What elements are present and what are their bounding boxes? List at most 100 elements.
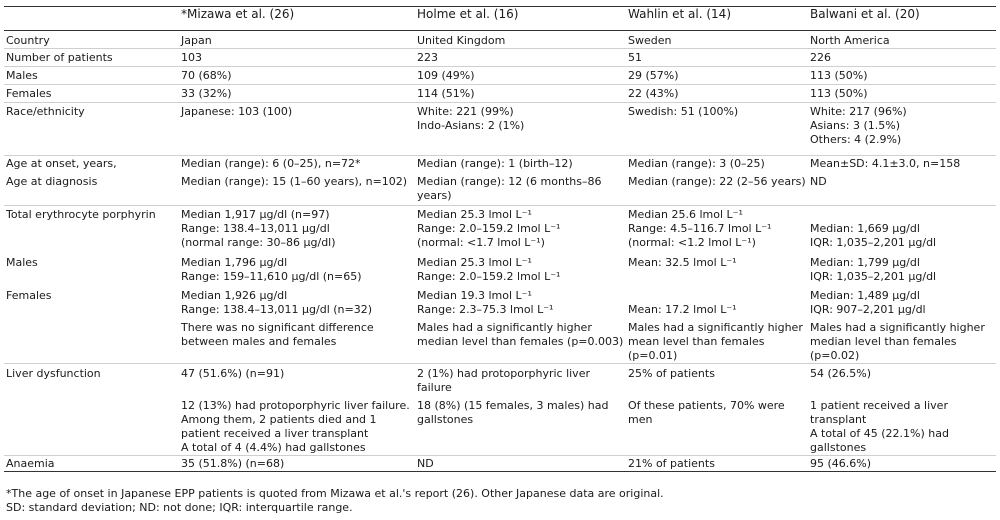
table-cell: 47 (51.6%) (n=91) (179, 362, 415, 396)
table-row: Country Japan United Kingdom Sweden North Am… (4, 31, 996, 49)
table-cell: 51 (626, 48, 808, 67)
row-label: Liver dysfunction (4, 362, 179, 396)
table-cell: Range: 4.5–116.7 lmol L⁻¹ (normal: <1.2 … (628, 221, 772, 249)
table-cell: Swedish: 51 (100%) (626, 102, 808, 156)
table-cell: White: 221 (99%) Indo-Asians: 2 (1%) (415, 102, 626, 156)
table-cell: 12 (13%) had protoporphyric liver failur… (181, 399, 410, 454)
table-cell: 70 (68%) (179, 66, 415, 85)
table-cell: Range: 138.4–13,011 μg/dl (normal range:… (181, 221, 336, 249)
table-row: Females Median 1,926 μg/dl Range: 138.4–1… (4, 286, 996, 317)
row-label: Race/ethnicity (4, 102, 179, 156)
table-row: Age at onset, years, Median (range): 6 (0… (4, 155, 996, 171)
table-cell: Median 1,796 μg/dl Range: 159–11,610 μg/… (181, 255, 362, 283)
table-body: Country Japan United Kingdom Sweden North Am… (4, 31, 996, 472)
table-cell: 109 (49%) (415, 66, 626, 85)
table-cell: Mean±SD: 4.1±3.0, n=158 (808, 155, 996, 171)
row-label: Number of patients (4, 48, 179, 67)
row-label (4, 396, 179, 456)
header-row: *Mizawa et al. (26) Holme et al. (16) Wa… (4, 6, 996, 31)
table-cell: Mean: 32.5 lmol L⁻¹ (628, 255, 737, 269)
table-cell: Japanese: 103 (100) (179, 102, 415, 156)
footnote: *The age of onset in Japanese EPP patien… (6, 487, 664, 500)
table-row: Race/ethnicity Japanese: 103 (100) White: … (4, 102, 996, 156)
table-cell: 2 (1%) had protoporphyric liver failure (415, 362, 626, 396)
table-cell: Males had a significantly higher median … (417, 320, 624, 348)
table-cell: 22 (43%) (626, 84, 808, 103)
table-cell: 1 patient received a liver transplant A … (810, 399, 949, 454)
table-cell: Mean: 17.2 lmol L⁻¹ (628, 302, 737, 316)
table-cell: 103 (179, 48, 415, 67)
row-label: Females (6, 288, 52, 302)
table-cell: 226 (808, 48, 996, 67)
table-cell: 54 (26.5%) (808, 362, 996, 396)
row-label: Age at diagnosis (6, 175, 98, 188)
table-cell: Median (range): 22 (2–56 years) (628, 175, 806, 188)
table-cell: United Kingdom (417, 34, 506, 47)
table-cell: 114 (51%) (415, 84, 626, 103)
table-cell: Median: 1,799 μg/dl IQR: 1,035–2,201 μg/… (810, 255, 937, 283)
table-cell: 95 (46.6%) (808, 455, 996, 472)
table-cell: ND (415, 455, 626, 472)
table-cell: Median (range): 15 (1–60 years), n=102) (181, 175, 408, 188)
row-label: Country (6, 34, 50, 47)
table-cell: Median: 1,669 μg/dl IQR: 1,035–2,201 μg/… (810, 221, 937, 249)
header-cell: *Mizawa et al. (26) (179, 6, 415, 31)
table-cell: There was no significant difference betw… (181, 320, 374, 348)
header-cell: Balwani et al. (20) (808, 6, 996, 31)
table-cell: Median (range): 3 (0–25) (626, 155, 808, 171)
table-cell: 223 (415, 48, 626, 67)
table-row: Anaemia 35 (51.8%) (n=68) ND 21% of patient… (4, 455, 996, 472)
header-cell: Wahlin et al. (14) (626, 6, 808, 31)
row-label: Anaemia (4, 455, 179, 472)
row-label: Males (6, 255, 38, 269)
table-row: Age at diagnosis Median (range): 15 (1–60… (4, 171, 996, 205)
table-cell: Median (range): 6 (0–25), n=72* (179, 155, 415, 171)
row-label: Total erythrocyte porphyrin (4, 204, 179, 222)
table-cell: Median (range): 12 (6 months–86 years) (417, 175, 602, 202)
table-cell: White: 217 (96%) Asians: 3 (1.5%) Others… (808, 102, 996, 156)
table-row: Males 70 (68%) 109 (49%) 29 (57%) 113 (50%) (4, 66, 996, 85)
footnote: SD: standard deviation; ND: not done; IQ… (6, 501, 353, 514)
row-label: Age at onset, years, (4, 155, 179, 171)
table-cell: Median 25.6 lmol L⁻¹ (626, 204, 808, 222)
row-label (4, 317, 179, 364)
table-cell: Males had a significantly higher median … (810, 320, 985, 362)
table-row: 12 (13%) had protoporphyric liver failur… (4, 396, 996, 456)
table-cell: Median 25.3 lmol L⁻¹ (415, 204, 626, 222)
table-cell: Median 25.3 lmol L⁻¹ Range: 2.0–159.2 lm… (417, 255, 561, 283)
table-row: Range: 138.4–13,011 μg/dl (normal range:… (4, 222, 996, 252)
table-cell: Median: 1,489 μg/dl IQR: 907–2,201 μg/dl (810, 288, 926, 316)
table-cell: Japan (181, 34, 212, 47)
table-row: Liver dysfunction 47 (51.6%) (n=91) 2 (1%)… (4, 362, 996, 396)
table-row: Females 33 (32%) 114 (51%) 22 (43%) 113 (50%… (4, 84, 996, 103)
table-cell: 21% of patients (626, 455, 808, 472)
row-label (4, 222, 179, 252)
table-cell: Of these patients, 70% were men (628, 399, 785, 426)
table-cell: North America (810, 34, 890, 47)
table-row: There was no significant difference betw… (4, 317, 996, 364)
table-cell: Median 1,926 μg/dl Range: 138.4–13,011 μ… (181, 288, 373, 316)
table-cell: Sweden (628, 34, 672, 47)
table-cell: Median 19.3 lmol L⁻¹ Range: 2.3–75.3 lmo… (417, 288, 554, 316)
table-cell: Median (range): 1 (birth–12) (415, 155, 626, 171)
table-cell: 113 (50%) (808, 84, 996, 103)
table-cell: 113 (50%) (808, 66, 996, 85)
header-cell: Holme et al. (16) (415, 6, 626, 31)
comparison-table: *Mizawa et al. (26) Holme et al. (16) Wa… (4, 6, 996, 472)
table-cell: 35 (51.8%) (n=68) (179, 455, 415, 472)
table-cell: Range: 2.0–159.2 lmol L⁻¹ (normal: <1.7 … (417, 221, 561, 249)
row-label: Females (4, 84, 179, 103)
table-row: Number of patients 103 223 51 226 (4, 48, 996, 67)
table-cell: Median 1,917 μg/dl (n=97) (179, 204, 415, 222)
table-cell: 33 (32%) (179, 84, 415, 103)
table-cell (808, 204, 996, 222)
table-row: Total erythrocyte porphyrin Median 1,917 … (4, 204, 996, 222)
table-cell: 18 (8%) (15 females, 3 males) had gallst… (417, 399, 609, 426)
table-cell: 29 (57%) (626, 66, 808, 85)
header-cell (4, 6, 179, 31)
table-row: Males Median 1,796 μg/dl Range: 159–11,61… (4, 252, 996, 286)
table-cell: Males had a significantly higher mean le… (628, 320, 803, 362)
table-cell: 25% of patients (626, 362, 808, 396)
footnotes: *The age of onset in Japanese EPP patien… (6, 487, 996, 515)
